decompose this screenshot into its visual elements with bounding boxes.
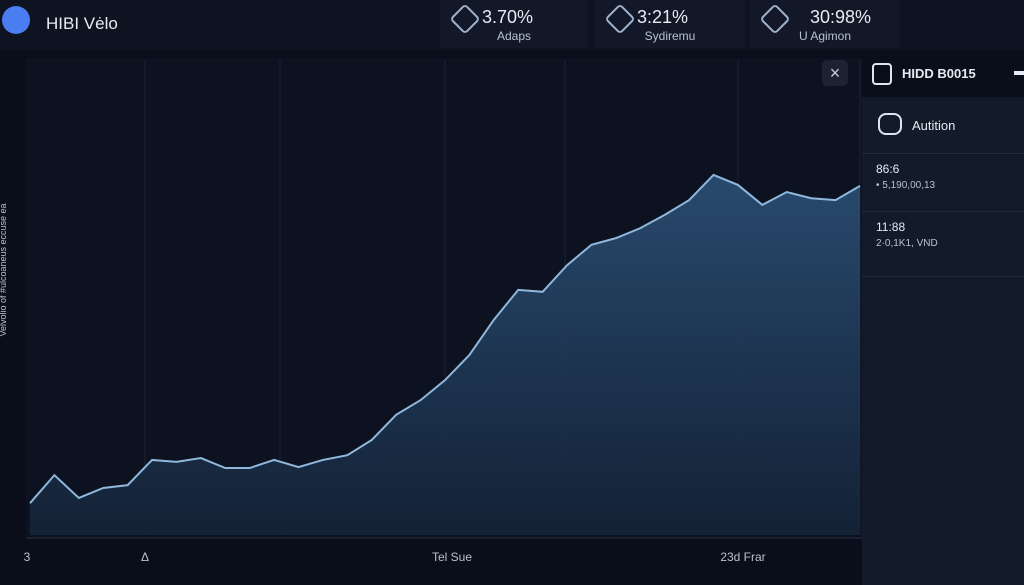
stat-label: Adaps xyxy=(496,29,532,43)
stat-value: 30:98% xyxy=(810,7,872,27)
section-icon xyxy=(878,113,902,135)
list-item[interactable]: 86:6 • 5,190,00,13 xyxy=(862,153,1024,218)
stat-card[interactable]: 3.70% Adaps xyxy=(440,0,588,48)
x-tick-label: 23d Frar xyxy=(720,550,765,564)
list-item[interactable]: 11:88 2·0,1K1, VND xyxy=(862,211,1024,277)
header: HIBI Vėlo 3.70% Adaps 3:21% Sydiremu 30:98… xyxy=(0,0,1024,50)
item-detail: • 5,190,00,13 xyxy=(876,180,936,191)
stat-value: 3:21% xyxy=(637,7,689,27)
sidebar-title: HIDD B0015 xyxy=(902,66,976,81)
logo[interactable] xyxy=(2,6,30,34)
section-title: Autition xyxy=(912,118,956,133)
area xyxy=(30,174,860,535)
stat-card[interactable]: 3:21% Sydiremu xyxy=(595,0,745,48)
x-tick-label: 3 xyxy=(24,550,31,564)
item-detail: 2·0,1K1, VND xyxy=(876,238,938,249)
minimize[interactable] xyxy=(1014,71,1024,75)
stat-value: 3.70% xyxy=(482,7,534,27)
app-title: HIBI Vėlo xyxy=(46,14,118,33)
y-axis-label: Velvolio of #ulcoaneus eccuse ea xyxy=(0,203,8,336)
sidebar: Autition 86:6 • 5,190,00,13 11:88 2·0,1K1,… xyxy=(862,97,1024,585)
x-tick-label: Δ xyxy=(141,550,149,564)
bag-icon xyxy=(872,63,892,85)
stat-label: Sydiremu xyxy=(644,29,696,43)
line xyxy=(29,173,861,504)
x-tick-label: Tel Sue xyxy=(432,550,472,564)
item-title: 86:6 xyxy=(876,162,900,176)
close-button[interactable]: × xyxy=(822,60,848,86)
item-title: 11:88 xyxy=(876,220,906,234)
stat-card[interactable]: 30:98% U Agimon xyxy=(750,0,900,48)
stat-label: U Agimon xyxy=(798,29,852,43)
